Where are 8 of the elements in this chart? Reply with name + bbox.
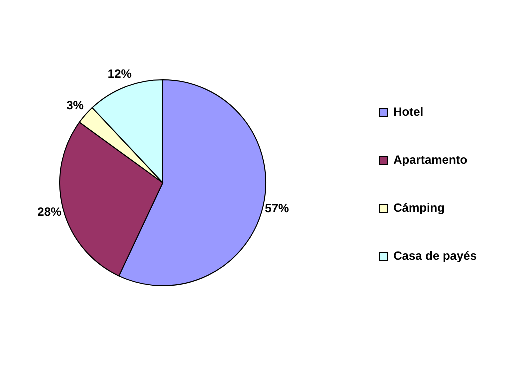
data-label: 57% [265,202,290,216]
legend-label: Casa de payés [394,249,477,263]
legend-label: Hotel [394,105,424,119]
data-label: 28% [38,205,62,220]
data-label: 3% [66,98,84,113]
legend-label: Apartamento [394,153,468,167]
data-label: 12% [108,67,132,82]
legend-label: Cámping [394,201,445,215]
